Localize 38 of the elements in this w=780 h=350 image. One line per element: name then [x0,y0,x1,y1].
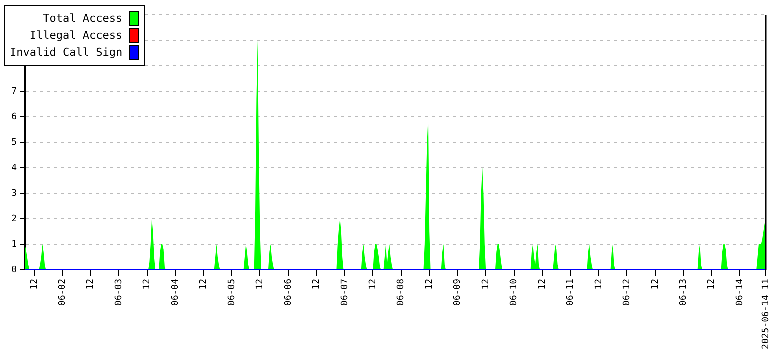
x-tick-label: 12 [368,279,378,290]
y-tick-label: 2 [12,214,17,224]
x-tick-label: 2025-06-14 11 [761,279,772,350]
x-tick-label: 12 [312,279,322,290]
x-tick-label: 06-05 [227,279,238,306]
x-tick-label: 12 [707,279,718,290]
y-tick-label: 5 [12,138,17,148]
legend-label: Total Access [43,12,123,25]
x-tick-label: 06-03 [114,279,124,306]
x-tick-label: 12 [650,279,661,290]
x-tick-label: 12 [30,279,40,290]
x-tick-label: 12 [594,279,604,290]
y-tick-label: 7 [12,86,17,97]
x-tick-label: 12 [424,279,435,290]
y-tick-label: 4 [12,163,17,174]
x-tick-label: 12 [142,279,153,290]
x-tick-label: 06-14 [735,279,746,306]
x-tick-label: 06-13 [679,279,690,306]
x-tick-label: 06-08 [396,279,407,306]
legend-label: Illegal Access [30,29,123,42]
x-tick-label: 06-10 [510,279,520,306]
x-tick-label: 12 [481,279,492,290]
y-tick-label: 3 [12,188,17,199]
x-tick-label: 06-04 [170,279,181,306]
x-tick-label: 12 [256,279,266,290]
x-tick-label: 06-02 [58,279,68,306]
y-tick-label: 0 [12,265,17,276]
x-tick-label: 06-06 [284,279,294,306]
legend-label: Invalid Call Sign [10,46,123,59]
x-tick-label: 12 [86,279,96,290]
x-tick-label: 06-11 [566,279,576,306]
x-tick-label: 06-12 [622,279,633,306]
x-tick-label: 12 [199,279,210,290]
y-tick-label: 6 [12,112,17,122]
x-tick-label: 06-09 [453,279,464,306]
x-tick-label: 12 [538,279,548,290]
x-tick-label: 06-07 [340,279,350,306]
y-tick-label: 1 [12,240,17,250]
